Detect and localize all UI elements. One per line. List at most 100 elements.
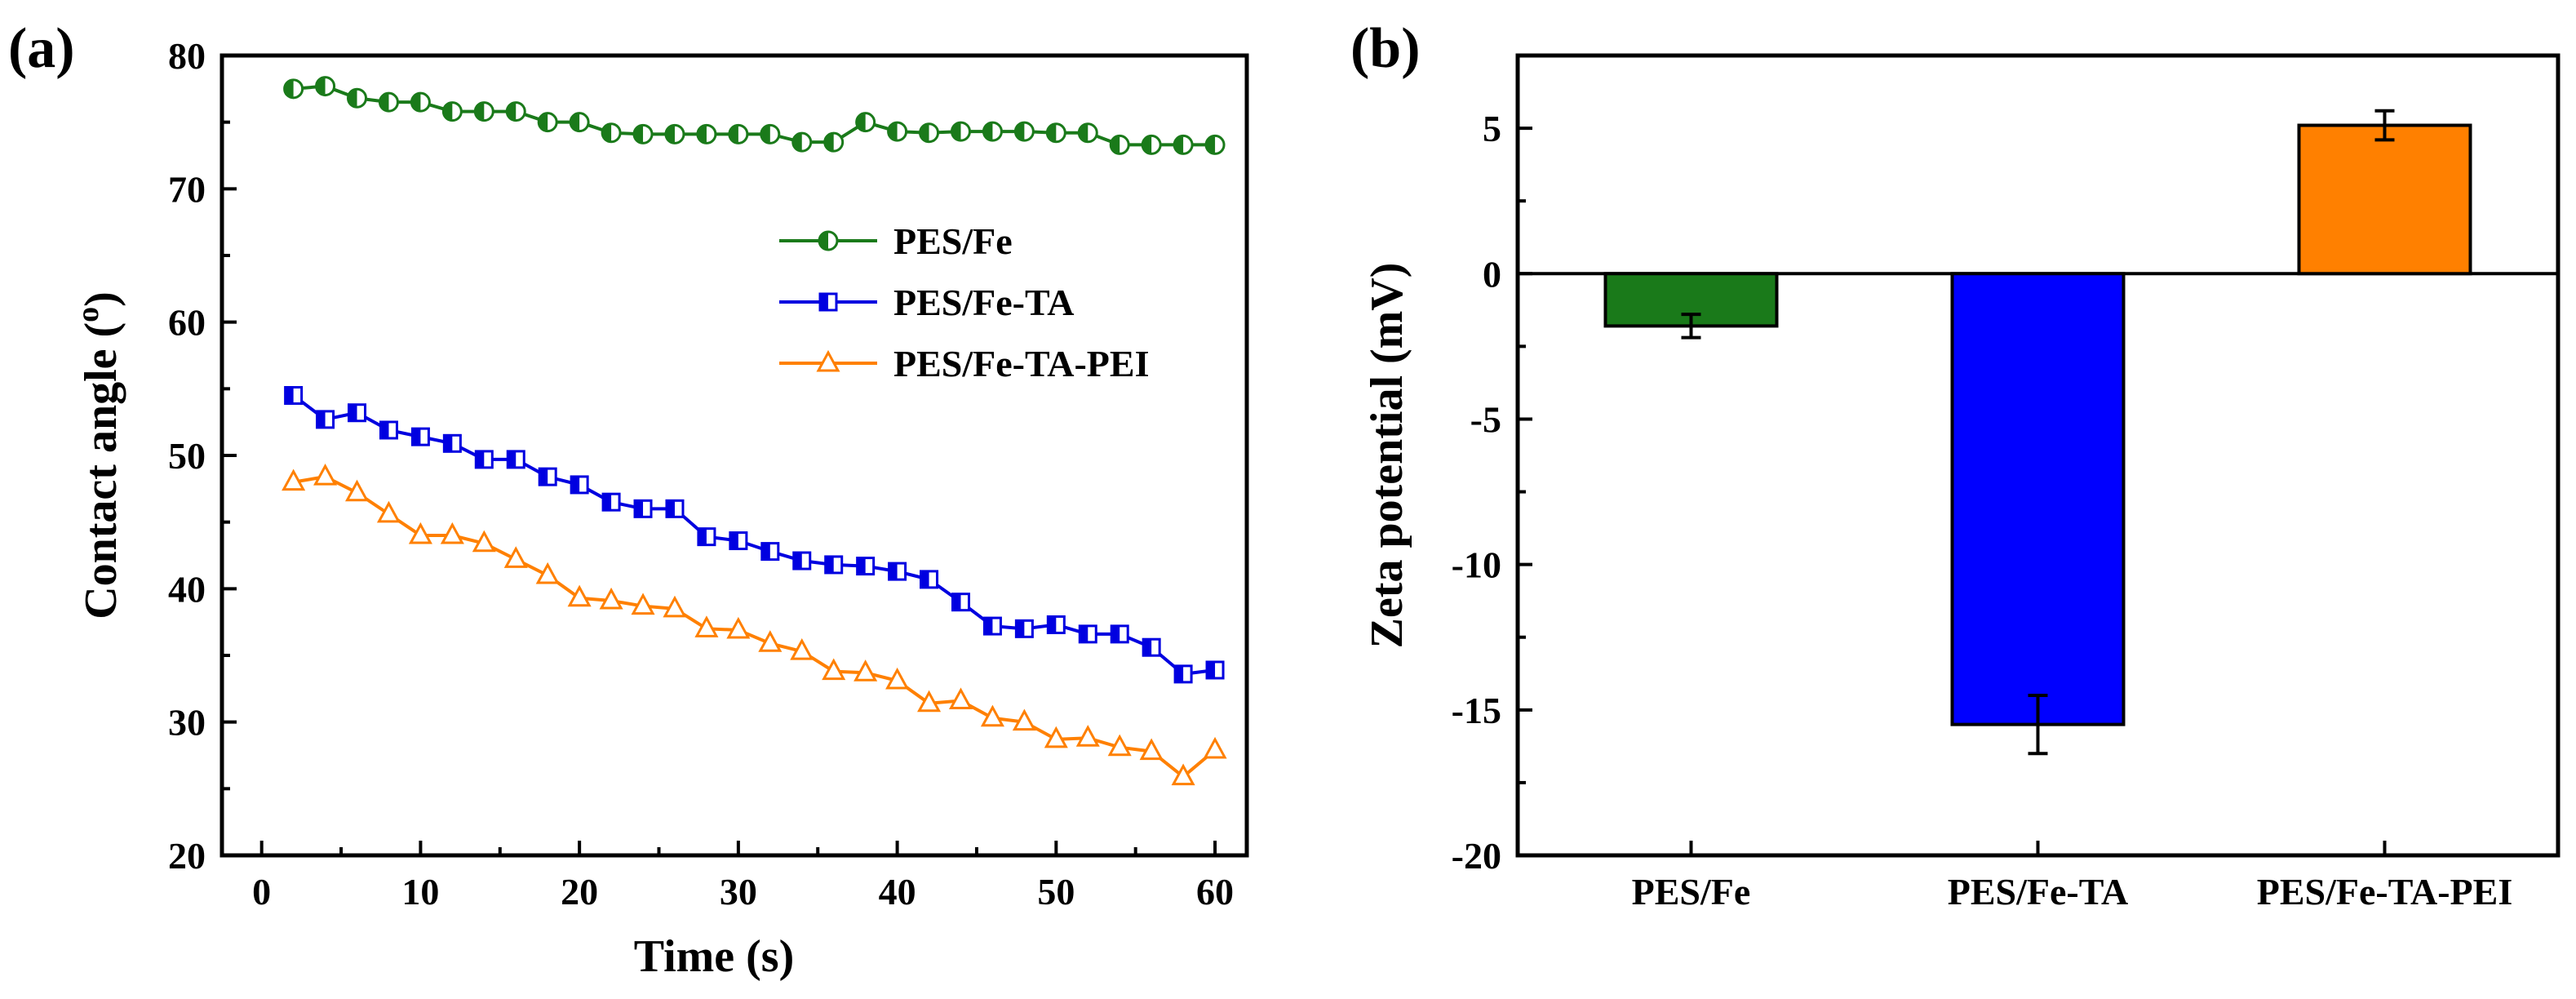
data-point — [818, 292, 838, 312]
y-tick-label: 0 — [1483, 253, 1501, 295]
data-point — [474, 450, 494, 469]
bar-pes-fe-ta: PES/Fe-TA — [1948, 272, 2128, 912]
data-point — [855, 112, 876, 133]
data-point — [822, 658, 846, 681]
data-point — [816, 349, 840, 372]
panel-a-ticks: 0 10 20 30 40 50 60 20 30 40 50 60 70 80 — [168, 35, 1234, 912]
data-point — [378, 91, 399, 113]
legend-item: PES/Fe-TA-PEI — [779, 343, 1149, 384]
data-point — [791, 131, 813, 153]
data-point — [729, 531, 748, 551]
data-point — [408, 522, 432, 544]
data-point — [1107, 734, 1132, 757]
data-point — [1142, 637, 1161, 657]
data-point — [284, 386, 304, 405]
data-point — [601, 492, 621, 512]
data-point — [1173, 134, 1194, 155]
panel-a-label: (a) — [8, 17, 75, 80]
data-point — [410, 91, 431, 113]
data-point — [980, 704, 1004, 727]
data-point — [632, 123, 654, 144]
data-point — [950, 121, 971, 142]
data-point — [472, 530, 496, 553]
legend-label: PES/Fe-TA-PEI — [893, 343, 1149, 384]
data-point — [726, 616, 751, 639]
panel-b-bar-chart: (b) -20 -15 -10 -5 0 5 PES/Fe PES/Fe-TA PES/Fe-… — [1350, 17, 2560, 912]
data-point — [919, 122, 940, 144]
data-point — [1109, 134, 1130, 155]
data-point — [888, 562, 907, 581]
bar-pes-fe-ta-pei: PES/Fe-TA-PEI — [2257, 109, 2512, 912]
data-point — [1012, 708, 1036, 731]
data-point — [982, 121, 1003, 142]
data-point — [885, 667, 910, 690]
y-tick-label: -5 — [1470, 398, 1501, 440]
legend-item: PES/Fe-TA — [779, 282, 1074, 323]
x-tick-label: 0 — [252, 871, 271, 912]
bar — [2297, 123, 2472, 276]
x-tick-label: 30 — [720, 871, 757, 912]
y-tick-label: -10 — [1452, 544, 1501, 586]
data-point — [1141, 134, 1162, 155]
data-point — [473, 101, 494, 122]
data-point — [442, 433, 462, 453]
data-point — [601, 122, 622, 144]
data-point — [410, 427, 430, 446]
series-line — [293, 84, 1216, 147]
y-tick-label: 80 — [168, 35, 206, 77]
panel-b-label: (b) — [1350, 17, 1421, 80]
data-point — [663, 595, 687, 618]
data-point — [887, 121, 908, 142]
data-point — [1046, 615, 1066, 634]
y-tick-label: -15 — [1452, 690, 1501, 731]
data-point — [567, 584, 592, 607]
data-point — [348, 403, 367, 423]
data-point — [694, 615, 719, 637]
data-point — [790, 637, 814, 660]
data-point — [760, 542, 780, 562]
data-point — [917, 690, 942, 713]
data-point — [1014, 619, 1034, 638]
y-tick-label: 60 — [168, 302, 206, 344]
data-point — [951, 593, 970, 612]
panel-a-series — [282, 76, 1227, 786]
y-tick-label: 5 — [1483, 108, 1501, 149]
y-tick-label: 30 — [168, 702, 206, 744]
panel-b-y-axis-title: Zeta potential (mV) — [1362, 263, 1412, 649]
data-point — [316, 410, 335, 429]
data-point — [792, 551, 812, 571]
data-point — [1205, 660, 1225, 680]
panel-a-y-axis-title-superscript: o — [71, 307, 105, 322]
data-point — [824, 555, 844, 575]
panel-a-x-axis-title: Time (s) — [634, 931, 795, 982]
data-point — [728, 123, 749, 144]
data-point — [697, 527, 716, 547]
data-point — [1139, 738, 1164, 761]
data-point — [696, 123, 717, 144]
data-point — [506, 450, 525, 469]
data-point — [758, 630, 783, 652]
data-point — [535, 562, 560, 584]
data-point — [440, 522, 464, 544]
data-point — [1045, 122, 1066, 144]
y-tick-label: 70 — [168, 168, 206, 210]
legend-label: PES/Fe-TA — [893, 282, 1074, 323]
data-point — [1204, 134, 1226, 155]
data-point — [823, 131, 845, 153]
y-tick-label: 20 — [168, 835, 206, 877]
data-point — [599, 587, 623, 610]
data-point — [633, 499, 653, 518]
data-point — [856, 557, 876, 576]
panel-a-y-axis-title-main: Contact angle ( — [76, 322, 126, 619]
x-category-label: PES/Fe-TA-PEI — [2257, 871, 2512, 912]
data-point — [631, 593, 655, 615]
data-point — [1173, 664, 1193, 684]
data-point — [1203, 736, 1227, 759]
data-point — [441, 101, 463, 122]
data-point — [818, 230, 839, 251]
panel-a-y-axis-title: Contact angle (o) — [71, 291, 126, 619]
data-point — [1075, 725, 1100, 747]
legend-label: PES/Fe — [893, 220, 1013, 262]
data-point — [853, 659, 878, 682]
